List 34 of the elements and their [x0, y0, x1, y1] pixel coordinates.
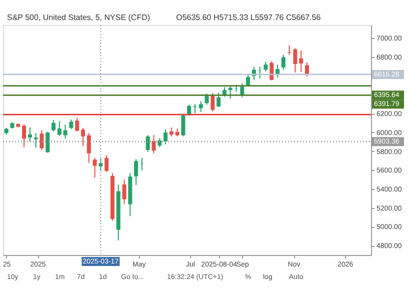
candlestick [158, 138, 162, 148]
candlestick [134, 158, 138, 186]
chart-title: S&P 500, United States, 5, NYSE (CFD) [7, 13, 150, 22]
candlestick [187, 104, 192, 116]
candlestick [198, 100, 203, 113]
candlestick [40, 130, 44, 150]
candlestick [104, 154, 109, 173]
candlestick [264, 61, 268, 72]
candlestick [216, 92, 221, 108]
candlestick [270, 60, 274, 81]
candlestick [305, 62, 309, 77]
candlestick [210, 92, 215, 112]
candlestick [75, 117, 80, 132]
candlestick [81, 127, 85, 147]
candlestick [164, 128, 168, 145]
candlestick [22, 124, 26, 148]
candlestick [146, 134, 150, 152]
candlestick [92, 157, 97, 178]
chart-subtitle: O5635.60 H5715.33 L5597.76 C5667.56 [176, 13, 322, 22]
candlestick [276, 64, 280, 78]
candlestick [281, 54, 286, 70]
candlestick [152, 134, 156, 154]
candlestick [98, 158, 103, 172]
candlestick [28, 126, 32, 142]
candlestick [181, 113, 186, 137]
candlestick [63, 124, 68, 140]
candlestick [299, 50, 304, 72]
candlestick [57, 120, 62, 136]
candlestick [204, 92, 209, 106]
candlestick [69, 118, 74, 130]
candlestick [46, 131, 50, 154]
candlestick [52, 120, 56, 132]
candlestick [86, 132, 91, 164]
candlestick [122, 178, 126, 205]
